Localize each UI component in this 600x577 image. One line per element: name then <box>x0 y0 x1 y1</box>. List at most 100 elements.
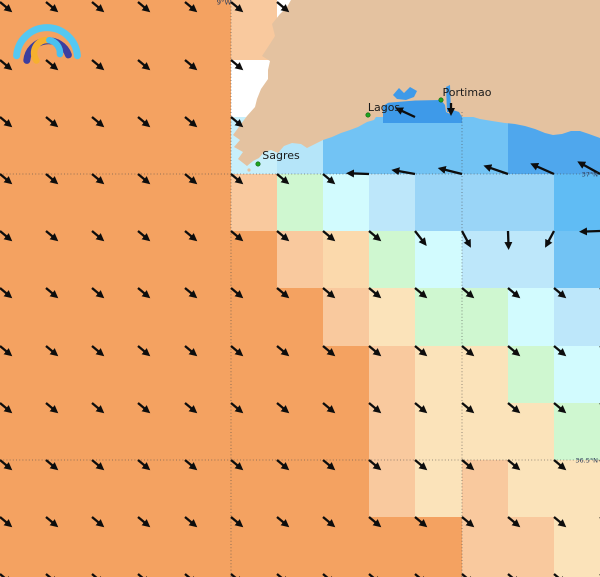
wind-arrow <box>276 402 290 414</box>
wind-arrow <box>91 459 105 471</box>
wind-cell <box>185 574 231 577</box>
wind-arrow <box>184 1 198 13</box>
city-dot-sagres <box>255 161 261 167</box>
wind-arrow <box>184 516 198 528</box>
wind-arrow <box>137 59 151 71</box>
wind-arrow <box>507 459 521 471</box>
wind-arrow <box>483 164 509 176</box>
wind-arrow <box>230 173 244 185</box>
city-dot-lagos <box>365 112 371 118</box>
wind-arrow <box>230 1 244 13</box>
wind-arrow <box>414 459 428 471</box>
wind-arrow <box>91 173 105 185</box>
wind-arrow <box>230 59 244 71</box>
islet <box>247 168 251 172</box>
wind-arrow <box>230 459 244 471</box>
latitude-label: 37°N <box>582 171 599 179</box>
wind-cell <box>415 574 462 577</box>
wind-arrow <box>507 402 521 414</box>
wind-arrow <box>45 230 59 242</box>
wind-arrow <box>276 345 290 357</box>
wind-arrow <box>507 516 521 528</box>
wind-arrow <box>230 287 244 299</box>
wind-arrow <box>45 459 59 471</box>
wind-arrow <box>91 59 105 71</box>
wind-arrow <box>461 516 475 528</box>
wind-arrow <box>137 402 151 414</box>
city-label-lagos: Lagos <box>368 101 401 114</box>
wind-arrow <box>553 402 567 414</box>
rainbow-inner-right-arc <box>46 36 64 58</box>
bay-water <box>383 100 462 123</box>
wind-arrow <box>414 230 427 246</box>
wind-arrow <box>0 59 13 71</box>
wind-arrow <box>91 1 105 13</box>
wind-arrow <box>230 345 244 357</box>
wind-arrow <box>137 287 151 299</box>
wind-arrow <box>322 173 336 185</box>
wind-arrow <box>137 1 151 13</box>
wind-arrow <box>368 459 382 471</box>
wind-arrow <box>91 402 105 414</box>
wind-arrow <box>368 345 382 357</box>
wind-arrow <box>137 459 151 471</box>
wind-arrow <box>137 116 151 128</box>
wind-arrow <box>545 230 556 248</box>
wind-arrow <box>553 459 567 471</box>
wind-arrow <box>45 1 59 13</box>
wind-arrow <box>45 402 59 414</box>
wind-cell <box>554 231 600 288</box>
wind-arrow <box>322 516 336 528</box>
wind-cell <box>554 574 600 577</box>
wind-arrow <box>507 287 521 299</box>
rainbow-inner-left-arc <box>30 36 52 64</box>
wind-arrow <box>91 230 105 242</box>
wind-arrow <box>553 345 567 357</box>
wind-arrow <box>137 345 151 357</box>
wind-arrow <box>91 287 105 299</box>
wind-cell <box>369 174 415 231</box>
wind-arrow <box>368 230 382 242</box>
wind-arrow <box>45 173 59 185</box>
wind-arrow <box>184 345 198 357</box>
wind-arrow <box>553 287 567 299</box>
wind-cell <box>369 117 415 174</box>
wind-cell <box>92 574 138 577</box>
wind-arrow <box>91 345 105 357</box>
coastal-water-layer <box>383 100 462 123</box>
wind-cell <box>231 574 277 577</box>
wind-arrow <box>437 166 463 176</box>
wind-arrow <box>0 116 13 128</box>
wind-cell <box>277 574 323 577</box>
rainbow-logo[interactable] <box>8 14 98 84</box>
wind-arrow <box>45 345 59 357</box>
wind-arrow <box>137 173 151 185</box>
wind-arrow <box>276 287 290 299</box>
wind-arrow <box>0 459 13 471</box>
wind-arrow <box>368 402 382 414</box>
wind-arrow <box>414 402 428 414</box>
wind-arrow <box>276 459 290 471</box>
wind-arrow <box>45 116 59 128</box>
wind-arrow <box>91 116 105 128</box>
wind-arrow <box>45 516 59 528</box>
wind-arrow <box>230 230 244 242</box>
wind-cell <box>508 174 554 231</box>
wind-arrow <box>461 287 475 299</box>
wind-arrow <box>461 402 475 414</box>
wind-arrow <box>507 345 521 357</box>
city-label-portimao: Portimao <box>442 86 491 99</box>
longitude-label: 9°W <box>217 0 232 7</box>
wind-arrow <box>0 230 13 242</box>
wind-arrow <box>184 459 198 471</box>
wind-cell <box>554 174 600 231</box>
land-layer <box>233 0 600 172</box>
wind-arrow <box>322 230 336 242</box>
city-dot-portimao <box>438 97 444 103</box>
city-marker-layer <box>255 97 444 167</box>
wind-arrow <box>184 402 198 414</box>
wind-arrow <box>0 287 13 299</box>
